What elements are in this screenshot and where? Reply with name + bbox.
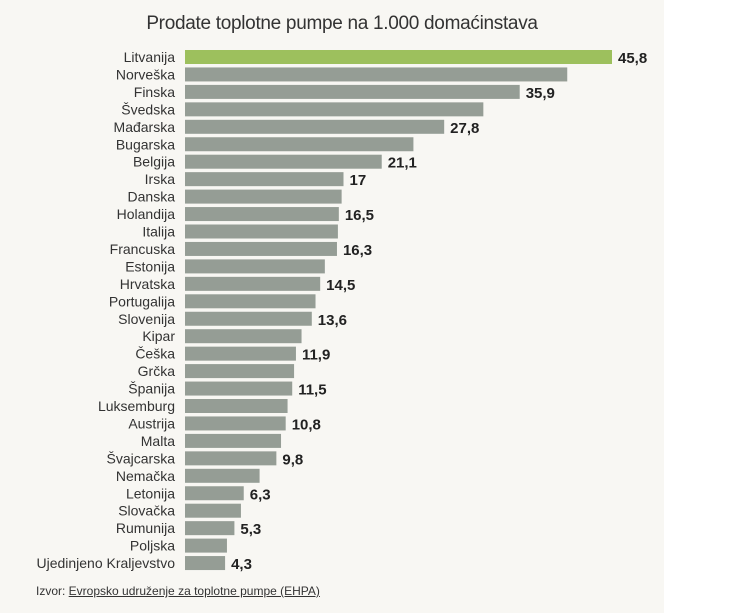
category-label: Rumunija [116, 520, 175, 536]
category-label: Finska [134, 84, 175, 100]
category-label: Grčka [138, 363, 176, 379]
bar [185, 67, 568, 82]
category-label: Malta [141, 433, 175, 449]
bar [185, 84, 520, 99]
category-label: Austrija [128, 415, 175, 431]
bar [185, 259, 325, 274]
bar [185, 207, 339, 222]
source-prefix: Izvor: [36, 584, 69, 598]
bar [185, 50, 612, 64]
bar [185, 364, 295, 379]
category-label: Litvanija [124, 49, 176, 65]
category-label: Ujedinjeno Kraljevstvo [36, 555, 175, 571]
data-label: 11,5 [298, 382, 326, 399]
data-label: 16,5 [345, 207, 374, 224]
source-note: Izvor: Evropsko udruženje za toplotne pu… [36, 584, 320, 598]
bar [185, 102, 484, 117]
category-label: Holandija [117, 206, 176, 222]
category-label: Španija [128, 381, 175, 397]
data-label: 45,8 [618, 50, 647, 67]
category-label: Hrvatska [120, 276, 175, 292]
bar [185, 329, 302, 344]
category-label: Češka [135, 346, 175, 362]
category-label: Norveška [116, 66, 175, 82]
data-label: 16,3 [343, 242, 372, 259]
bar [185, 276, 321, 291]
data-label: 35,9 [526, 85, 555, 102]
bar [185, 538, 227, 553]
category-label: Kipar [142, 328, 175, 344]
bar [185, 119, 445, 134]
bar [185, 189, 342, 204]
category-label: Bugarska [116, 136, 175, 152]
data-label: 21,1 [388, 155, 417, 172]
category-label: Irska [145, 171, 176, 187]
chart-card: Prodate toplotne pumpe na 1.000 domaćins… [0, 0, 664, 613]
category-label: Danska [128, 189, 176, 205]
category-label: Slovačka [118, 503, 175, 519]
data-label: 11,9 [302, 347, 330, 364]
source-link[interactable]: Evropsko udruženje za toplotne pumpe (EH… [68, 584, 320, 598]
bar [185, 311, 312, 326]
data-label: 6,3 [250, 486, 271, 503]
bar [185, 346, 296, 361]
category-label: Portugalija [109, 293, 175, 309]
bar [185, 399, 288, 413]
data-label: 10,8 [292, 416, 321, 433]
data-label: 5,3 [240, 521, 261, 538]
bar [185, 241, 337, 256]
category-label: Nemačka [116, 468, 175, 484]
bar [185, 468, 260, 483]
category-label: Letonija [126, 485, 175, 501]
category-label: Švedska [121, 101, 175, 117]
bar [185, 154, 382, 169]
data-label: 13,6 [318, 312, 347, 329]
category-label: Švajcarska [107, 450, 176, 466]
category-label: Luksemburg [98, 398, 175, 414]
bar [185, 451, 277, 466]
bar [185, 556, 226, 571]
bar [185, 294, 316, 309]
data-label: 17 [349, 172, 366, 189]
data-label: 9,8 [282, 451, 303, 468]
category-label: Italija [142, 224, 175, 240]
bar [185, 433, 282, 448]
bar [185, 503, 241, 518]
bar [185, 172, 344, 187]
data-label: 27,8 [450, 120, 479, 137]
category-label: Belgija [133, 154, 175, 170]
bar [185, 224, 338, 239]
bar-chart: Litvanija 45,8 Norveška Finska 35,9 Švedska Ma… [36, 49, 647, 573]
category-label: Slovenija [118, 311, 175, 327]
bar [185, 416, 286, 431]
bar [185, 381, 293, 396]
data-label: 4,3 [231, 556, 252, 573]
chart-title: Prodate toplotne pumpe na 1.000 domaćins… [146, 13, 538, 34]
bar [185, 137, 414, 152]
bar [185, 521, 235, 536]
category-label: Francuska [110, 241, 176, 257]
data-label: 14,5 [326, 277, 355, 294]
bar [185, 486, 244, 501]
category-label: Poljska [130, 538, 175, 554]
category-label: Estonija [125, 258, 175, 274]
category-label: Mađarska [114, 119, 176, 135]
